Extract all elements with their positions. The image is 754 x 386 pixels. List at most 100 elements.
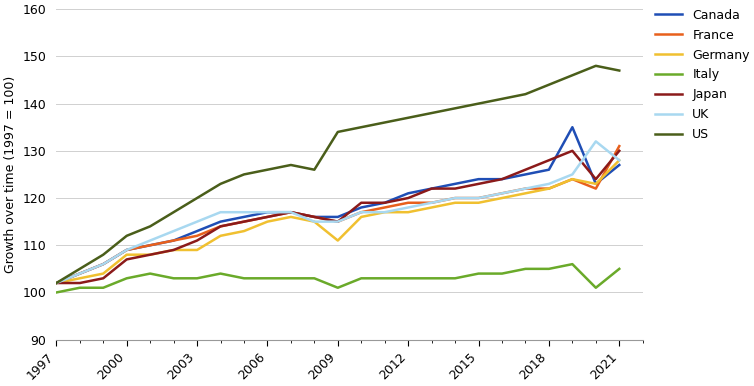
Japan — [380, 200, 389, 205]
Canada — [568, 125, 577, 130]
US — [380, 120, 389, 125]
Germany — [263, 219, 272, 224]
Germany — [216, 234, 225, 238]
Italy — [169, 276, 178, 281]
Italy — [403, 276, 412, 281]
France — [122, 248, 131, 252]
Canada — [216, 219, 225, 224]
France — [216, 224, 225, 229]
Germany — [240, 229, 249, 234]
Canada — [146, 243, 155, 247]
France — [568, 177, 577, 181]
France — [192, 234, 201, 238]
Canada — [591, 181, 600, 186]
Canada — [498, 177, 507, 181]
US — [169, 210, 178, 215]
France — [474, 196, 483, 200]
Canada — [544, 168, 553, 172]
Canada — [615, 163, 624, 167]
Line: US: US — [57, 66, 619, 283]
UK — [122, 248, 131, 252]
Japan — [591, 177, 600, 181]
US — [122, 234, 131, 238]
Germany — [52, 281, 61, 285]
Japan — [240, 219, 249, 224]
Italy — [380, 276, 389, 281]
Italy — [591, 285, 600, 290]
UK — [75, 271, 84, 276]
UK — [591, 139, 600, 144]
Canada — [287, 210, 296, 215]
France — [380, 205, 389, 210]
Japan — [568, 149, 577, 153]
Germany — [146, 252, 155, 257]
Germany — [474, 200, 483, 205]
UK — [99, 262, 108, 266]
Canada — [474, 177, 483, 181]
France — [333, 219, 342, 224]
UK — [240, 210, 249, 215]
US — [498, 96, 507, 101]
France — [99, 262, 108, 266]
Germany — [427, 205, 436, 210]
Japan — [287, 210, 296, 215]
Canada — [52, 281, 61, 285]
Italy — [240, 276, 249, 281]
Japan — [333, 219, 342, 224]
Italy — [75, 285, 84, 290]
Canada — [75, 271, 84, 276]
UK — [216, 210, 225, 215]
US — [544, 82, 553, 87]
US — [192, 196, 201, 200]
Canada — [122, 248, 131, 252]
France — [451, 196, 460, 200]
France — [498, 191, 507, 196]
France — [310, 215, 319, 219]
Italy — [287, 276, 296, 281]
Italy — [263, 276, 272, 281]
Canada — [403, 191, 412, 196]
Japan — [498, 177, 507, 181]
Germany — [169, 248, 178, 252]
UK — [192, 219, 201, 224]
US — [287, 163, 296, 167]
Germany — [75, 276, 84, 281]
US — [240, 172, 249, 177]
Canada — [192, 229, 201, 234]
France — [263, 215, 272, 219]
France — [240, 219, 249, 224]
Japan — [615, 149, 624, 153]
Germany — [99, 271, 108, 276]
Canada — [333, 215, 342, 219]
Germany — [498, 196, 507, 200]
France — [75, 271, 84, 276]
US — [591, 64, 600, 68]
Italy — [122, 276, 131, 281]
Japan — [427, 186, 436, 191]
UK — [380, 210, 389, 215]
Line: Italy: Italy — [57, 264, 619, 293]
UK — [287, 210, 296, 215]
Italy — [498, 271, 507, 276]
Italy — [52, 290, 61, 295]
Line: France: France — [57, 146, 619, 283]
Japan — [75, 281, 84, 285]
Canada — [169, 238, 178, 243]
France — [615, 144, 624, 148]
Line: UK: UK — [57, 141, 619, 283]
France — [521, 186, 530, 191]
UK — [498, 191, 507, 196]
Italy — [568, 262, 577, 266]
Canada — [240, 215, 249, 219]
Japan — [310, 215, 319, 219]
Japan — [474, 181, 483, 186]
Japan — [451, 186, 460, 191]
UK — [169, 229, 178, 234]
Italy — [615, 267, 624, 271]
France — [544, 186, 553, 191]
Germany — [333, 238, 342, 243]
France — [403, 200, 412, 205]
UK — [263, 210, 272, 215]
Italy — [544, 267, 553, 271]
France — [287, 210, 296, 215]
